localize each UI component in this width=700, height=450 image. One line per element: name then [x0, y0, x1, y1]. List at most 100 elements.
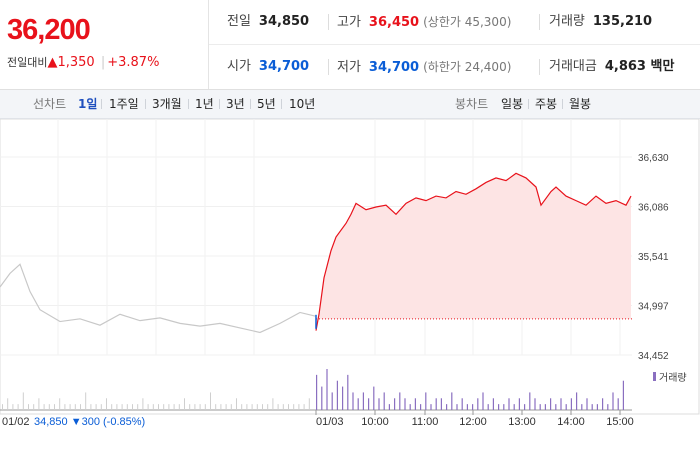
volume-bar-today: [446, 404, 448, 410]
stats-row-1: 전일 34,850 고가 36,450 (상한가 45,300) 거래량 135,210: [209, 0, 700, 45]
period-daily[interactable]: 일봉: [501, 97, 524, 111]
volume-bar-today: [586, 398, 588, 410]
volume-bar-prev: [272, 398, 274, 410]
period-1y[interactable]: 1년: [195, 97, 214, 111]
volume-bar-prev: [54, 404, 55, 410]
price-change: 전일대비▲1,350 | +3.87%: [7, 54, 159, 70]
volume-bar-today: [596, 404, 598, 410]
stat-label: 시가: [227, 59, 251, 74]
volume-bar-prev: [90, 404, 92, 410]
volume-bar-today: [461, 398, 463, 410]
change-value: 1,350: [57, 55, 95, 70]
period-monthly[interactable]: 월봉: [569, 97, 592, 111]
volume-bar-prev: [194, 404, 196, 410]
volume-bar-today: [487, 404, 489, 410]
volume-bar-prev: [7, 398, 9, 410]
volume-bar-today: [518, 398, 520, 410]
stat-label: 거래대금: [549, 59, 597, 74]
volume-bar-prev: [147, 404, 149, 410]
volume-bar-prev: [142, 398, 144, 410]
volume-bar-prev: [43, 404, 45, 410]
volume-bar-prev: [298, 404, 300, 410]
volume-bar-today: [409, 404, 411, 410]
volume-bar-prev: [158, 404, 159, 410]
volume-bar-today: [342, 386, 344, 410]
volume-bar-today: [539, 404, 541, 410]
volume-bar-today: [451, 392, 453, 410]
volume-bar-prev: [116, 404, 118, 410]
volume-bar-prev: [17, 404, 19, 410]
volume-bar-prev: [303, 404, 305, 410]
volume-bar-prev: [199, 404, 201, 410]
volume-bar-today: [570, 398, 572, 410]
divider: [328, 14, 329, 30]
volume-bar-prev: [106, 398, 107, 410]
x-tick-label: 14:00: [557, 416, 585, 428]
volume-bar-prev: [132, 404, 133, 410]
volume-bar-prev: [33, 404, 35, 410]
volume-bar-today: [544, 404, 546, 410]
x-tick-label: 13:00: [508, 416, 536, 428]
volume-bar-today: [466, 404, 468, 410]
period-3y[interactable]: 3년: [226, 97, 245, 111]
stat-label: 거래량: [549, 14, 585, 29]
divider: [101, 99, 102, 109]
period-1w[interactable]: 1주일: [109, 97, 139, 111]
volume-bar-prev: [74, 404, 76, 410]
stat-label: 저가: [337, 60, 361, 75]
volume-bar-today: [378, 398, 380, 410]
divider: [219, 99, 220, 109]
period-1d[interactable]: 1일: [78, 97, 98, 111]
divider: [188, 99, 189, 109]
prev-day-line: [0, 263, 316, 334]
volume-bar-today: [607, 404, 609, 410]
volume-bar-prev: [204, 404, 206, 410]
volume-bar-prev: [163, 404, 165, 410]
divider: |: [100, 55, 106, 70]
volume-bar-prev: [80, 404, 81, 410]
period-3m[interactable]: 3개월: [152, 97, 182, 111]
stat-label: 전일: [227, 14, 251, 29]
quote-header: 36,200 전일대비▲1,350 | +3.87% 전일 34,850 고가 36,…: [0, 0, 700, 90]
x-tick-label: 12:00: [459, 416, 487, 428]
stat-low: 저가 34,700 (하한가 24,400): [337, 45, 511, 89]
volume-bar-prev: [184, 398, 185, 410]
stat-value: 34,700: [368, 60, 420, 75]
volume-bar-today: [430, 404, 432, 410]
volume-bar-prev: [210, 392, 211, 410]
stat-value: 4,863 백만: [604, 59, 675, 74]
x-tick-label: 11:00: [412, 416, 439, 428]
volume-bar-today: [513, 404, 515, 410]
period-5y[interactable]: 5년: [257, 97, 276, 111]
volume-bar-today: [477, 398, 479, 410]
volume-bar-prev: [121, 404, 123, 410]
volume-bar-prev: [293, 404, 295, 410]
stat-note: (상한가 45,300): [423, 15, 512, 29]
volume-bar-prev: [12, 404, 14, 410]
volume-bar-today: [336, 380, 338, 410]
stat-high: 고가 36,450 (상한가 45,300): [337, 0, 511, 44]
volume-bar-today: [373, 386, 375, 410]
volume-bar-today: [581, 404, 583, 410]
volume-bar-prev: [168, 404, 170, 410]
period-weekly[interactable]: 주봉: [535, 97, 558, 111]
volume-bar-today: [503, 404, 505, 410]
volume-bar-today: [576, 392, 578, 410]
volume-bar-today: [508, 398, 510, 410]
price-chart[interactable]: 36,630 36,086 35,541 34,997 34,452 10:00 11:00…: [0, 119, 700, 450]
stat-note: (하한가 24,400): [423, 60, 512, 74]
volume-bar-prev: [173, 404, 175, 410]
divider: [145, 99, 146, 109]
volume-bar-today: [534, 398, 536, 410]
volume-bar-prev: [189, 404, 191, 410]
volume-bar-prev: [2, 404, 3, 410]
volume-bar-prev: [22, 392, 24, 410]
chart-frame: [0, 119, 700, 415]
volume-bar-prev: [282, 404, 284, 410]
period-10y[interactable]: 10년: [289, 97, 316, 111]
volume-bar-today: [414, 398, 416, 410]
current-price: 36,200: [7, 14, 91, 46]
volume-bar-today: [399, 392, 401, 410]
volume-bar-today: [331, 392, 333, 410]
volume-bar-today: [404, 398, 406, 410]
